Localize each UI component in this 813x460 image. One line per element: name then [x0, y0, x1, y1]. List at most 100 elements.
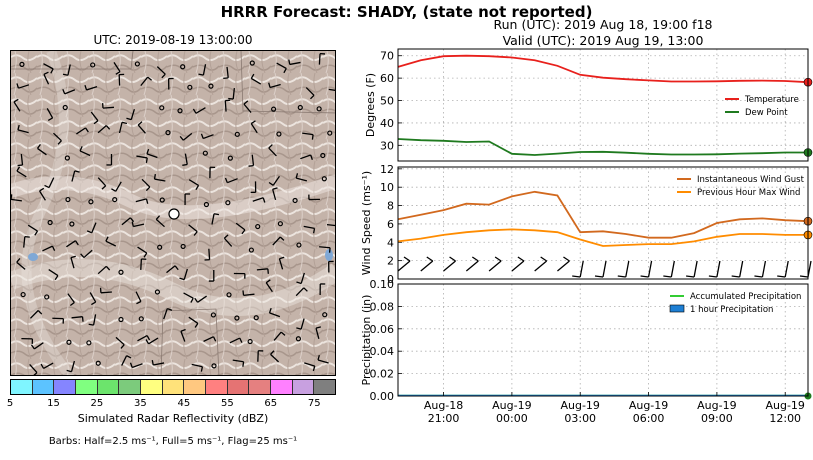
- wind-barb: [62, 64, 71, 76]
- calm-wind-marker: [62, 104, 68, 111]
- wind-barbs-timeseries: [397, 256, 812, 278]
- chart-panel-3: 0.00 0.02 0.04 0.06 0.08 0.10 Precipitation (i…: [360, 278, 812, 403]
- calm-wind-marker: [20, 291, 26, 298]
- colorbar-segment: [227, 380, 250, 394]
- wind-barb: [276, 62, 287, 74]
- y-tick-label: 12: [380, 163, 394, 176]
- wind-barb: [208, 270, 215, 282]
- wind-barb: [105, 236, 117, 247]
- wind-barb: [151, 359, 165, 366]
- wind-barb: [62, 89, 76, 95]
- radar-map[interactable]: [10, 50, 336, 376]
- calm-wind-marker: [65, 196, 71, 203]
- wind-barb: [163, 308, 173, 320]
- calm-wind-marker: [234, 131, 240, 137]
- colorbar-tick-label: 45: [177, 398, 191, 409]
- wind-barb: [534, 256, 548, 272]
- wind-barb: [305, 87, 315, 100]
- y-axis-label: Wind Speed (ms⁻¹): [360, 171, 373, 275]
- wind-barb: [192, 107, 206, 114]
- wind-barb: [21, 337, 34, 344]
- calm-wind-marker: [165, 130, 171, 136]
- wind-barb: [90, 111, 99, 125]
- wind-barb: [113, 62, 121, 75]
- wind-barb: [86, 222, 97, 234]
- wind-barb: [420, 256, 434, 272]
- wind-barb: [224, 177, 238, 184]
- wind-barb: [250, 120, 258, 134]
- wind-barb: [250, 73, 262, 85]
- wind-barb: [319, 246, 331, 253]
- wind-barb: [708, 260, 721, 278]
- wind-barb: [145, 337, 159, 345]
- wind-barb: [188, 316, 199, 328]
- plot-frame: [397, 48, 809, 162]
- wind-barb: [511, 256, 525, 272]
- wind-barb: [140, 258, 147, 270]
- wind-barb: [304, 362, 316, 372]
- calm-wind-marker: [226, 292, 232, 298]
- wind-barb: [146, 148, 158, 159]
- wind-barb: [317, 354, 329, 364]
- calm-wind-marker: [159, 105, 165, 111]
- legend-label: 1 hour Precipitation: [690, 305, 773, 315]
- valid-title: Valid (UTC): 2019 Aug 19, 13:00: [502, 33, 704, 48]
- wind-barb: [318, 52, 326, 65]
- wind-barb: [235, 222, 246, 235]
- calm-wind-marker: [69, 221, 75, 227]
- run-title: Run (UTC): 2019 Aug 18, 19:00 f18: [493, 17, 713, 32]
- x-tick-time: 12:00: [769, 412, 801, 425]
- calm-wind-marker: [210, 312, 216, 318]
- calm-wind-marker: [44, 294, 50, 300]
- colorbar-tick-label: 25: [90, 398, 104, 409]
- wind-barb: [295, 173, 308, 182]
- wind-barb: [268, 144, 277, 157]
- legend: Instantaneous Wind Gust Previous Hour Max…: [677, 175, 805, 198]
- wind-barb: [799, 260, 812, 278]
- calm-wind-marker: [225, 200, 231, 206]
- y-tick-label: 0.06: [370, 323, 395, 336]
- wind-barb: [11, 194, 22, 202]
- wind-barb: [223, 234, 233, 247]
- x-tick-time: 00:00: [496, 412, 528, 425]
- wind-barb: [252, 197, 266, 203]
- calm-wind-marker: [159, 197, 165, 203]
- wind-barb: [79, 146, 91, 157]
- y-tick-label: 8: [387, 200, 394, 213]
- wind-barb: [209, 166, 216, 179]
- wind-barb: [443, 256, 456, 272]
- plot-frame: [397, 166, 809, 280]
- calm-wind-marker: [88, 199, 94, 205]
- wind-barb: [273, 331, 286, 341]
- calm-wind-marker: [320, 152, 326, 159]
- wind-barb: [30, 342, 44, 350]
- wind-barb: [229, 337, 243, 344]
- wind-barb: [182, 153, 188, 166]
- wind-barbs: [11, 52, 335, 375]
- legend-label: Instantaneous Wind Gust: [697, 175, 805, 185]
- wind-barb: [302, 132, 314, 140]
- reflectivity-colorbar: [10, 379, 336, 395]
- calm-wind-marker: [234, 315, 240, 321]
- y-tick-label: 6: [387, 218, 394, 231]
- wind-barb: [663, 260, 675, 278]
- wind-barb: [272, 236, 285, 246]
- wind-barb: [188, 224, 198, 236]
- wind-barb: [228, 88, 236, 100]
- colorbar-segment: [162, 380, 185, 394]
- wind-barb: [233, 272, 246, 279]
- wind-barb: [179, 268, 188, 281]
- y-tick-label: 70: [380, 50, 394, 63]
- x-tick-date: Aug-19: [629, 399, 668, 412]
- wind-barb: [13, 98, 21, 112]
- wind-barb: [268, 175, 280, 186]
- y-tick-label: 0.04: [370, 345, 395, 358]
- wind-barb: [16, 166, 27, 178]
- wind-barb: [71, 170, 80, 182]
- calm-wind-marker: [95, 360, 101, 366]
- lake-shape: [28, 253, 38, 261]
- wind-barb: [135, 291, 142, 305]
- wind-barb: [308, 194, 320, 201]
- main-title: HRRR Forecast: SHADY, (state not reporte…: [220, 3, 593, 21]
